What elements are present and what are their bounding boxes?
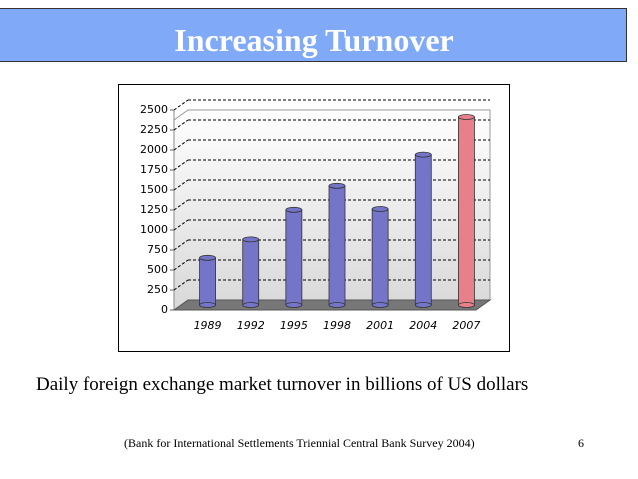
grid-line [173, 139, 189, 151]
bar [242, 238, 260, 306]
bar-cap [285, 206, 303, 213]
grid-line [173, 179, 189, 191]
y-tick-label: 1500 [140, 183, 168, 196]
y-tick-label: 1250 [140, 203, 168, 216]
bar-cap [414, 151, 432, 158]
bar-cap [328, 182, 346, 189]
y-tick-label: 0 [161, 303, 168, 316]
grid-line [173, 199, 189, 211]
bar-base [414, 302, 432, 308]
chart: 0 250 500 750 1000 1250 1500 1750 2000 2250 2500 19… [118, 84, 510, 352]
bar [371, 208, 389, 306]
y-tick-label: 1000 [140, 223, 168, 236]
page-number: 6 [578, 436, 584, 450]
bar [328, 185, 346, 306]
bar-base [328, 302, 346, 308]
slide-title: Increasing Turnover [174, 22, 454, 58]
bar [199, 257, 216, 306]
title-bar [0, 8, 627, 62]
bar-cap [242, 236, 260, 243]
y-tick-label: 250 [147, 283, 168, 296]
y-tick-label: 750 [147, 243, 168, 256]
bar-base [458, 302, 475, 308]
x-tick-label: 2004 [409, 319, 437, 332]
y-tick-label: 2250 [140, 123, 168, 136]
bar-base [199, 302, 216, 308]
grid-line [173, 99, 189, 111]
x-tick-label: 1992 [237, 319, 265, 332]
grid-line [173, 219, 189, 231]
x-tick-label: 1989 [194, 319, 222, 332]
bar [414, 154, 432, 306]
y-tick-label: 2500 [140, 103, 168, 116]
bar-cap [371, 206, 389, 212]
y-tick-label: 1750 [140, 163, 168, 176]
grid-line [173, 259, 189, 271]
caption: Daily foreign exchange market turnover i… [36, 374, 529, 395]
bar-cap [199, 254, 216, 261]
bar-base [242, 302, 260, 308]
x-tick-label: 2007 [452, 319, 480, 332]
bar-base [285, 302, 303, 308]
grid-line [173, 239, 189, 251]
grid-line [173, 119, 189, 131]
bar [458, 116, 475, 306]
bar [285, 209, 303, 306]
bar-cap [458, 114, 475, 120]
grid-line [173, 279, 189, 291]
bar-base [371, 302, 389, 308]
x-tick-label: 1995 [280, 319, 308, 332]
source-note: (Bank for International Settlements Trie… [124, 436, 475, 450]
x-tick-label: 1998 [323, 319, 351, 332]
grid-line [173, 159, 189, 171]
y-tick-label: 500 [147, 263, 168, 276]
x-tick-label: 2001 [366, 319, 394, 332]
y-tick-label: 2000 [140, 143, 168, 156]
